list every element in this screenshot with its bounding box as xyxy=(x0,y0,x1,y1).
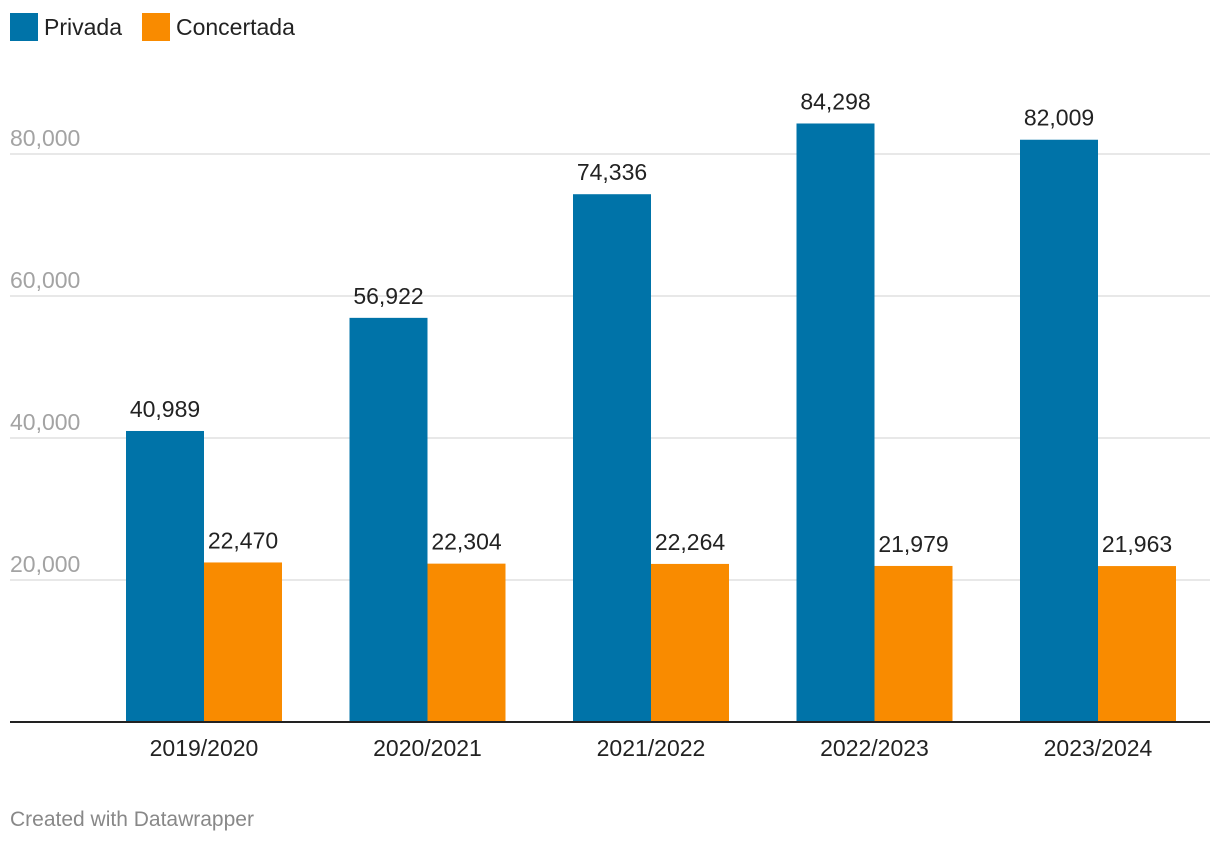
legend-label-concertada: Concertada xyxy=(175,13,295,40)
data-label: 84,298 xyxy=(800,88,870,114)
x-tick-label: 2023/2024 xyxy=(1044,735,1153,761)
x-tick-label: 2021/2022 xyxy=(597,735,706,761)
data-label: 74,336 xyxy=(577,159,647,185)
data-label: 82,009 xyxy=(1024,105,1094,131)
legend-item-privada: Privada xyxy=(10,13,122,41)
x-tick-label: 2020/2021 xyxy=(373,735,482,761)
data-label: 22,470 xyxy=(208,527,278,553)
footer-credit: Created with Datawrapper xyxy=(10,808,254,831)
data-label: 40,989 xyxy=(130,396,200,422)
data-label: 56,922 xyxy=(353,283,423,309)
bar-concertada-2 xyxy=(427,563,506,722)
bar-concertada-4 xyxy=(874,565,953,722)
bar-privada-4 xyxy=(796,123,875,723)
data-label: 22,264 xyxy=(655,529,726,555)
data-label: 21,963 xyxy=(1102,531,1172,557)
chart-legend: Privada Concertada xyxy=(10,13,315,41)
legend-swatch-privada xyxy=(10,13,38,41)
y-tick-label: 20,000 xyxy=(10,551,80,577)
legend-item-concertada: Concertada xyxy=(141,13,295,41)
bar-privada-2 xyxy=(349,317,428,722)
bar-concertada-1 xyxy=(204,562,282,722)
y-tick-label: 60,000 xyxy=(10,267,80,293)
bar-concertada-5 xyxy=(1098,566,1176,722)
data-label: 22,304 xyxy=(431,529,502,555)
bar-concertada-3 xyxy=(651,563,729,722)
y-tick-label: 80,000 xyxy=(10,125,80,151)
legend-swatch-concertada xyxy=(141,13,170,41)
x-tick-label: 2022/2023 xyxy=(820,735,929,761)
bar-privada-3 xyxy=(573,194,651,722)
bar-privada-5 xyxy=(1020,139,1098,723)
bar-privada-1 xyxy=(126,430,204,722)
x-tick-label: 2019/2020 xyxy=(150,735,259,761)
y-tick-label: 40,000 xyxy=(10,409,80,435)
legend-label-privada: Privada xyxy=(44,13,122,40)
data-label: 21,979 xyxy=(878,531,948,557)
